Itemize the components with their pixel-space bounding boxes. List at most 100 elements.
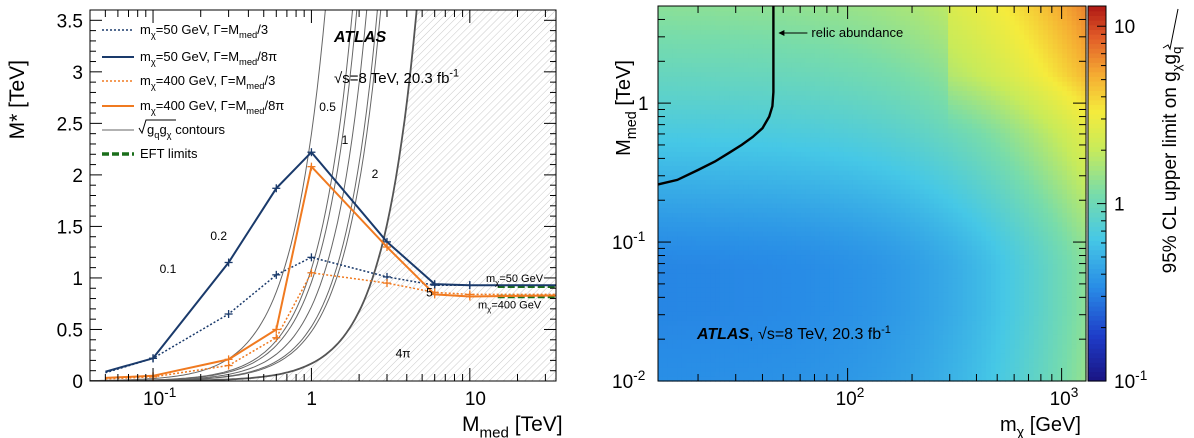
heatmap-cell (919, 212, 925, 218)
heatmap-cell (872, 62, 878, 68)
heatmap-cell (762, 235, 768, 241)
heatmap-cell (786, 273, 792, 279)
heatmap-cell (667, 277, 673, 284)
heatmap-cell (862, 287, 868, 293)
heatmap-cell (696, 287, 702, 293)
heatmap-cell (881, 235, 887, 241)
heatmap-cell (872, 66, 878, 73)
heatmap-cell (800, 109, 807, 115)
heatmap-cell (857, 90, 864, 96)
heatmap-cell (686, 156, 692, 162)
heatmap-cell (905, 310, 911, 316)
heatmap-cell (658, 245, 664, 251)
heatmap-cell (710, 329, 716, 335)
heatmap-cell (795, 226, 802, 232)
heatmap-cell (743, 132, 749, 138)
heatmap-cell (762, 123, 768, 129)
heatmap-cell (876, 113, 883, 120)
heatmap-cell (677, 231, 683, 237)
heatmap-cell (672, 76, 678, 82)
heatmap-cell (710, 85, 716, 91)
heatmap-cell (805, 95, 811, 101)
heatmap-cell (677, 329, 683, 335)
heatmap-cell (658, 366, 664, 373)
heatmap-cell (710, 263, 716, 270)
heatmap-cell (677, 160, 683, 166)
heatmap-cell (838, 113, 845, 120)
heatmap-cell (724, 52, 730, 59)
heatmap-cell (781, 141, 787, 148)
heatmap-cell (748, 127, 754, 134)
heatmap-cell (910, 48, 916, 54)
heatmap-cell (891, 81, 897, 87)
heatmap-cell (691, 198, 697, 204)
heatmap-cell (881, 29, 887, 35)
heatmap-cell (929, 226, 935, 232)
heatmap-cell (734, 179, 740, 185)
heatmap-cell (857, 146, 864, 152)
heatmap-cell (696, 95, 702, 101)
heatmap-cell (862, 15, 868, 21)
heatmap-cell (848, 338, 854, 345)
heatmap-cell (734, 188, 740, 195)
heatmap-cell (791, 306, 797, 312)
heatmap-cell (691, 6, 697, 12)
heatmap-cell (700, 160, 707, 166)
heatmap-cell (843, 273, 849, 279)
heatmap-cell (824, 81, 830, 87)
heatmap-cell (852, 170, 859, 176)
heatmap-cell (700, 179, 707, 185)
heatmap-cell (833, 320, 840, 326)
heatmap-cell (791, 141, 797, 148)
heatmap-cell (929, 357, 935, 363)
heatmap-cell (929, 95, 935, 101)
heatmap-cell (838, 71, 845, 77)
heatmap-cell (852, 338, 859, 345)
heatmap-cell (876, 226, 883, 232)
heatmap-cell (862, 141, 868, 148)
heatmap-cell (772, 165, 778, 171)
heatmap-cell (824, 348, 830, 354)
heatmap-cell (772, 259, 778, 265)
heatmap-cell (810, 240, 816, 246)
heatmap-cell (781, 62, 787, 68)
heatmap-cell (886, 263, 892, 270)
heatmap-cell (710, 277, 716, 284)
heatmap-cell (900, 141, 906, 148)
heatmap-cell (738, 376, 745, 382)
heatmap-cell (686, 10, 692, 16)
heatmap-cell (776, 371, 783, 377)
heatmap-cell (658, 62, 664, 68)
heatmap-cell (886, 132, 892, 138)
heatmap-cell (938, 254, 944, 260)
heatmap-cell (705, 259, 711, 265)
heatmap-cell (848, 141, 854, 148)
heatmap-cell (748, 249, 754, 256)
heatmap-cell (805, 160, 811, 166)
heatmap-cell (743, 306, 749, 312)
heatmap-cell (800, 156, 807, 162)
heatmap-cell (824, 10, 830, 16)
heatmap-cell (715, 81, 721, 87)
heatmap-cell (667, 34, 673, 40)
heatmap-cell (838, 76, 845, 82)
heatmap-cell (876, 259, 883, 265)
heatmap-cell (696, 85, 702, 91)
heatmap-cell (814, 62, 821, 68)
heatmap-cell (786, 174, 792, 181)
heatmap-cell (900, 127, 906, 134)
heatmap-cell (705, 123, 711, 129)
heatmap-cell (805, 10, 811, 16)
heatmap-cell (814, 174, 821, 181)
heatmap-cell (838, 24, 845, 31)
heatmap-cell (919, 202, 925, 209)
heatmap-cell (686, 352, 692, 359)
heatmap-cell (772, 99, 778, 106)
heatmap-cell (791, 277, 797, 284)
heatmap-cell (852, 301, 859, 307)
heatmap-cell (800, 6, 807, 12)
heatmap-cell (895, 141, 902, 148)
heatmap-cell (814, 207, 821, 213)
heatmap-cell (891, 71, 897, 77)
heatmap-cell (781, 357, 787, 363)
